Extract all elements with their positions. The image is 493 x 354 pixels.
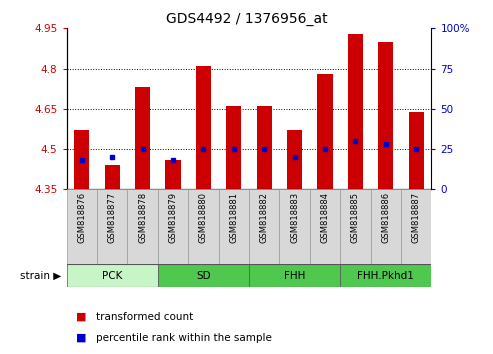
Bar bbox=[249, 264, 340, 287]
Text: ■: ■ bbox=[76, 312, 87, 322]
Text: GSM818879: GSM818879 bbox=[169, 192, 177, 243]
Bar bbox=[97, 189, 127, 264]
Text: GSM818881: GSM818881 bbox=[229, 192, 238, 243]
Bar bbox=[340, 264, 431, 287]
Text: SD: SD bbox=[196, 270, 211, 281]
Text: strain ▶: strain ▶ bbox=[20, 270, 62, 281]
Text: GSM818887: GSM818887 bbox=[412, 192, 421, 244]
Text: GSM818885: GSM818885 bbox=[351, 192, 360, 243]
Bar bbox=[401, 189, 431, 264]
Bar bbox=[409, 112, 424, 189]
Bar bbox=[74, 130, 89, 189]
Text: GSM818878: GSM818878 bbox=[138, 192, 147, 244]
Bar bbox=[340, 189, 371, 264]
Bar bbox=[135, 87, 150, 189]
Bar bbox=[226, 106, 242, 189]
Text: percentile rank within the sample: percentile rank within the sample bbox=[96, 333, 272, 343]
Text: GDS4492 / 1376956_at: GDS4492 / 1376956_at bbox=[166, 12, 327, 27]
Text: GSM818877: GSM818877 bbox=[107, 192, 117, 244]
Text: GSM818882: GSM818882 bbox=[260, 192, 269, 243]
Text: ■: ■ bbox=[76, 333, 87, 343]
Bar bbox=[127, 189, 158, 264]
Text: GSM818883: GSM818883 bbox=[290, 192, 299, 244]
Text: PCK: PCK bbox=[102, 270, 122, 281]
Bar bbox=[249, 189, 280, 264]
Bar bbox=[287, 130, 302, 189]
Bar bbox=[371, 189, 401, 264]
Bar bbox=[196, 66, 211, 189]
Text: transformed count: transformed count bbox=[96, 312, 193, 322]
Text: FHH: FHH bbox=[284, 270, 305, 281]
Text: GSM818880: GSM818880 bbox=[199, 192, 208, 243]
Bar bbox=[280, 189, 310, 264]
Text: GSM818886: GSM818886 bbox=[381, 192, 390, 244]
Bar bbox=[165, 160, 180, 189]
Bar bbox=[310, 189, 340, 264]
Bar bbox=[348, 34, 363, 189]
Bar bbox=[67, 189, 97, 264]
Text: FHH.Pkhd1: FHH.Pkhd1 bbox=[357, 270, 414, 281]
Bar bbox=[158, 264, 249, 287]
Text: GSM818884: GSM818884 bbox=[320, 192, 329, 243]
Bar bbox=[378, 42, 393, 189]
Bar bbox=[105, 165, 120, 189]
Bar bbox=[317, 74, 333, 189]
Text: GSM818876: GSM818876 bbox=[77, 192, 86, 244]
Bar bbox=[67, 264, 158, 287]
Bar bbox=[188, 189, 218, 264]
Bar bbox=[218, 189, 249, 264]
Bar bbox=[158, 189, 188, 264]
Bar bbox=[256, 106, 272, 189]
